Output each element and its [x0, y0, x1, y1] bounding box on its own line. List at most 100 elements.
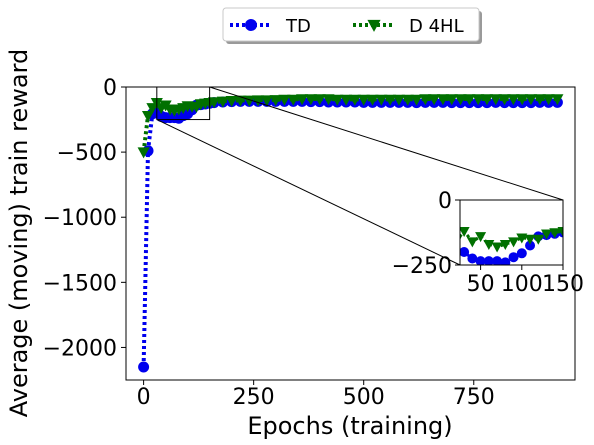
inset-point [516, 233, 528, 244]
y-tick-label: −500 [57, 141, 117, 166]
inset-point [460, 247, 470, 257]
inset-point [516, 248, 527, 259]
inset-point [460, 226, 470, 237]
x-tick-label: 500 [343, 385, 385, 410]
main-point [419, 94, 432, 106]
main-point [516, 94, 529, 106]
main-point [472, 94, 485, 106]
inset-y-tick-label: −250 [392, 254, 452, 279]
inset-point [549, 228, 561, 239]
x-tick-label: 0 [137, 385, 151, 410]
main-point [207, 97, 221, 109]
main-point [234, 95, 247, 107]
y-tick-label: −1500 [43, 271, 117, 296]
main-series-layer [137, 94, 564, 373]
main-point [278, 94, 291, 106]
y-axis: 0 −500 −1000 −1500 −2000 [43, 76, 126, 361]
inset-point [475, 256, 486, 265]
main-point [489, 94, 502, 106]
inset-point [467, 253, 478, 264]
main-point [260, 95, 273, 107]
inset-plot: 50 100 150 0 −250 [392, 189, 584, 297]
y-tick-label: −1000 [43, 206, 117, 231]
x-tick-label: 750 [453, 385, 495, 410]
inset-point [475, 232, 487, 243]
main-point [384, 94, 397, 106]
inset-point [524, 234, 536, 245]
zoom-indicator [156, 86, 564, 266]
inset-x-axis: 50 100 150 [467, 265, 584, 297]
x-tick-label: 250 [233, 385, 275, 410]
legend-label: D 4HL [409, 16, 464, 37]
main-point [141, 110, 155, 122]
main-point [287, 94, 300, 106]
legend-marker [367, 19, 381, 32]
main-point [428, 94, 441, 106]
main-point [269, 95, 282, 107]
main-point [445, 94, 458, 106]
y-tick-label: 0 [103, 76, 117, 101]
main-plot: 0 250 500 750 0−500−1000−1500−2000 [43, 76, 576, 410]
inset-x-tick-label: 50 [467, 272, 495, 297]
legend-label: TD [285, 16, 311, 37]
main-point [252, 95, 265, 107]
inset-y-tick-label: 0 [438, 189, 452, 214]
main-point [137, 147, 150, 159]
main-point [454, 94, 467, 106]
zoom-connector-bottom [156, 119, 461, 266]
main-point [366, 94, 379, 106]
legend: TD D 4HL [222, 7, 482, 44]
legend-entry-2: D 4HL [353, 16, 464, 37]
main-point [340, 94, 353, 106]
main-point [296, 94, 309, 106]
main-point [533, 94, 546, 106]
legend-entry-1: TD [230, 16, 311, 37]
inset-point [483, 239, 495, 250]
main-point [331, 94, 344, 106]
inset-point [532, 234, 544, 245]
main-point [401, 94, 414, 106]
main-point [463, 94, 476, 106]
legend-box [222, 7, 480, 42]
main-point [313, 94, 326, 106]
zoom-region-box [156, 86, 211, 121]
inset-point [508, 237, 520, 248]
inset-point [491, 242, 503, 253]
main-point [498, 94, 511, 106]
main-point [392, 94, 405, 106]
inset-point [483, 256, 494, 265]
inset-point [541, 229, 553, 240]
x-axis: 0 250 500 750 [137, 380, 495, 410]
inset-x-tick-label: 100 [501, 272, 543, 297]
inset-frame [459, 199, 564, 266]
main-point [507, 94, 520, 106]
inset-point [499, 239, 511, 250]
inset-point [466, 237, 478, 248]
inset-point [557, 226, 563, 237]
main-series-2 [137, 94, 564, 159]
inset-series-layer [460, 226, 563, 265]
main-point [138, 361, 150, 373]
inset-y-axis: 0 −250 [392, 189, 460, 279]
main-point [225, 95, 238, 107]
inset-point [508, 252, 519, 263]
main-point [304, 94, 317, 106]
main-point [348, 94, 361, 106]
inset-x-tick-label: 150 [542, 272, 584, 297]
inset-point [525, 240, 536, 251]
legend-marker [245, 19, 257, 31]
main-point [216, 96, 229, 108]
zoom-connector-top [209, 86, 564, 201]
main-point [436, 94, 449, 106]
main-point [524, 94, 538, 106]
main-point [375, 94, 388, 106]
inset-series-2 [460, 226, 563, 253]
main-point [322, 94, 335, 106]
inset-point [500, 257, 511, 265]
inset-point [460, 250, 461, 257]
main-point [542, 94, 555, 106]
main-point [357, 94, 370, 106]
y-tick-label: −2000 [43, 336, 117, 361]
main-point [551, 94, 564, 106]
